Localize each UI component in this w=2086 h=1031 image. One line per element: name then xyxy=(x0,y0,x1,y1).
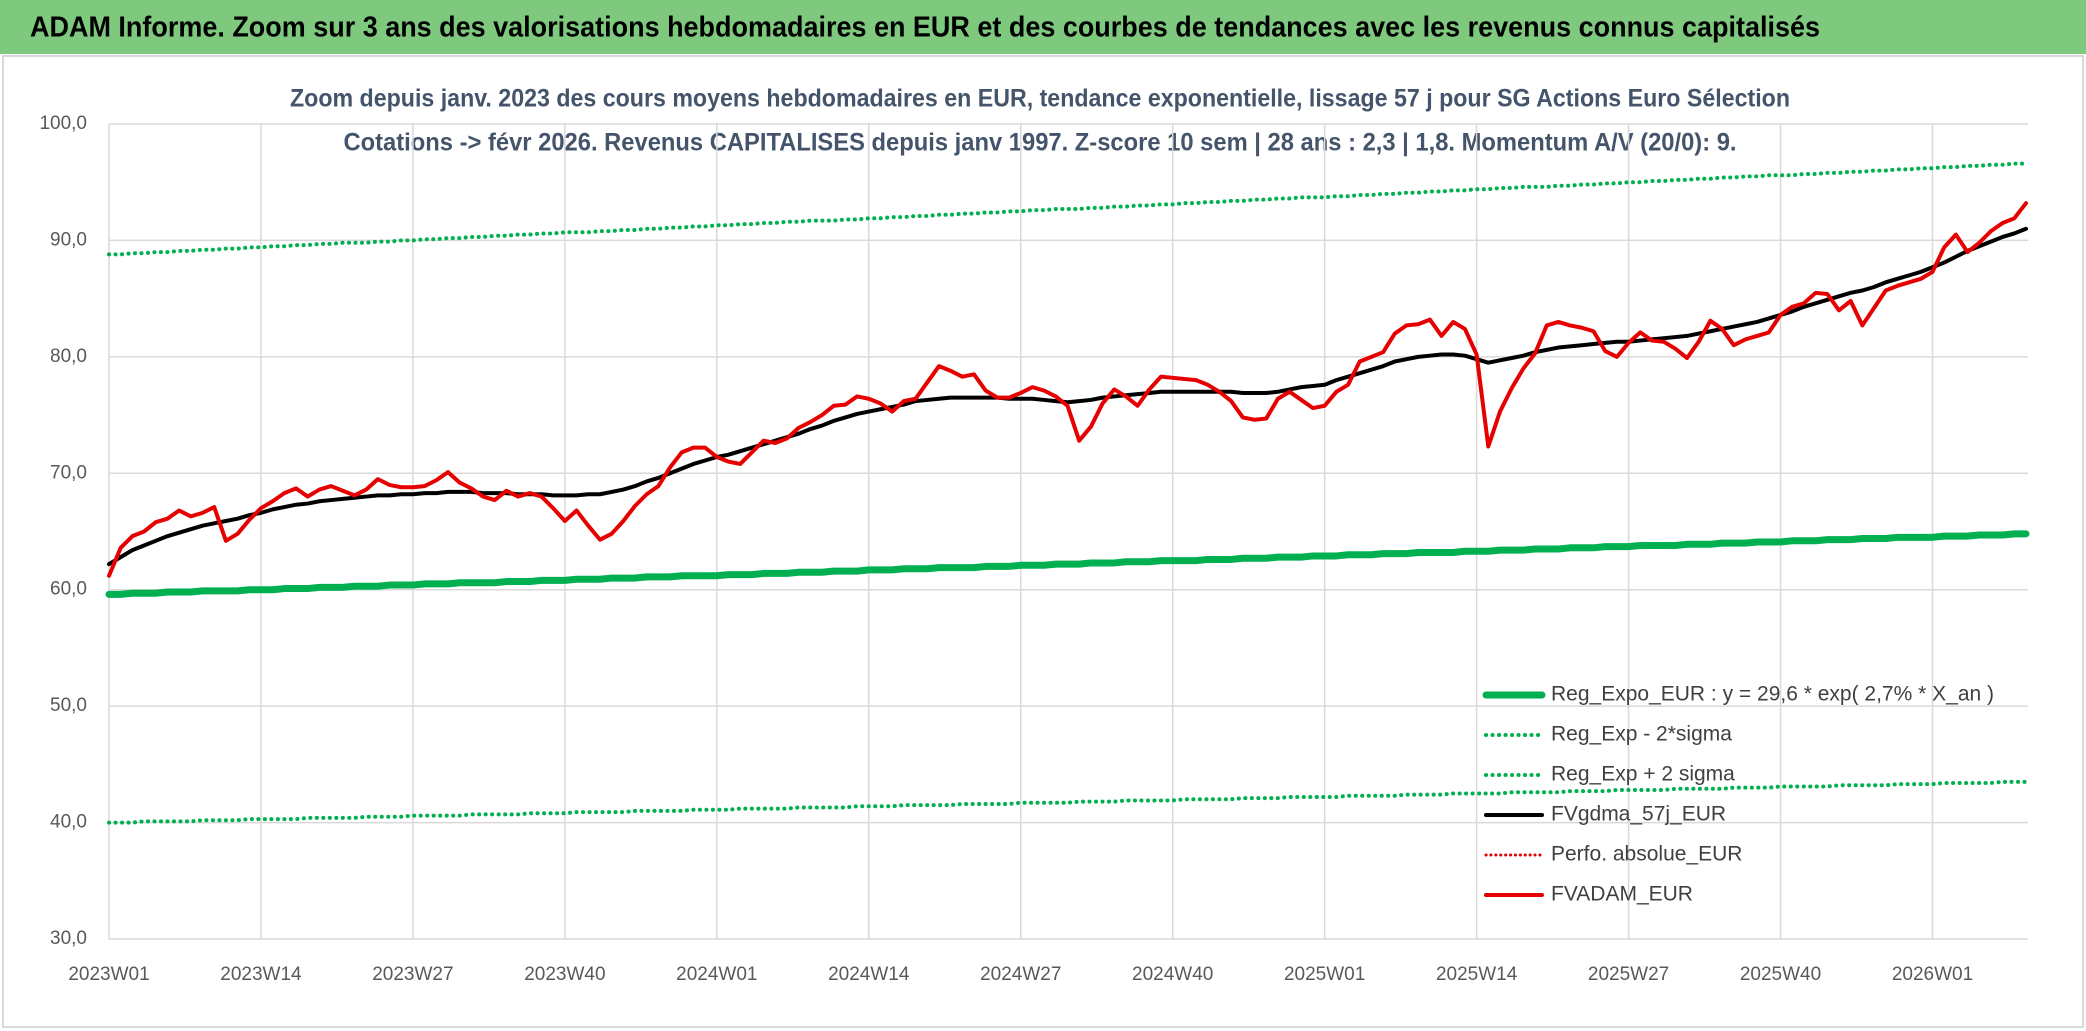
x-tick-label: 2026W01 xyxy=(1892,964,1973,985)
legend-label: Perfo. absolue_EUR xyxy=(1551,843,1742,866)
grid: 30,0 40,0 50,0 60,0 70,0 80,0 90,0 100,0 2023W01… xyxy=(39,113,2028,985)
plot-lines xyxy=(105,161,2030,825)
y-tick-label: 90,0 xyxy=(50,229,87,250)
x-tick-label: 2024W14 xyxy=(828,964,910,985)
series-line xyxy=(107,779,2028,825)
x-tick-label: 2023W27 xyxy=(372,964,453,985)
series-line xyxy=(105,530,2030,598)
series-line xyxy=(107,201,2028,578)
y-tick-label: 30,0 xyxy=(50,928,87,949)
legend-label: Reg_Exp + 2 sigma xyxy=(1551,763,1735,786)
legend-label: FVADAM_EUR xyxy=(1551,883,1693,906)
y-tick-label: 50,0 xyxy=(50,695,87,716)
legend-label: Reg_Exp - 2*sigma xyxy=(1551,723,1732,746)
y-tick-label: 60,0 xyxy=(50,579,87,600)
chart-title: ADAM Informe. Zoom sur 3 ans des valoris… xyxy=(30,12,1820,44)
x-tick-label: 2025W14 xyxy=(1436,964,1518,985)
y-tick-label: 70,0 xyxy=(50,462,87,483)
series-line xyxy=(107,161,2028,257)
header-bar xyxy=(0,0,2086,54)
x-tick-label: 2025W40 xyxy=(1740,964,1821,985)
x-tick-label: 2025W27 xyxy=(1588,964,1669,985)
legend: Reg_Expo_EUR : y = 29,6 * exp( 2,7% * X_… xyxy=(1482,683,1994,906)
x-tick-label: 2024W01 xyxy=(676,964,757,985)
x-tick-label: 2024W40 xyxy=(1132,964,1213,985)
x-tick-label: 2024W27 xyxy=(980,964,1061,985)
y-tick-label: 100,0 xyxy=(39,113,87,134)
y-tick-label: 40,0 xyxy=(50,812,87,833)
series-line xyxy=(107,226,2028,567)
x-tick-label: 2025W01 xyxy=(1284,964,1365,985)
x-tick-label: 2023W40 xyxy=(524,964,605,985)
chart-subtitle: Cotations -> févr 2026. Revenus CAPITALI… xyxy=(344,129,1737,157)
legend-label: FVgdma_57j_EUR xyxy=(1551,803,1726,826)
chart-subtitle: Zoom depuis janv. 2023 des cours moyens … xyxy=(290,85,1790,113)
x-tick-label: 2023W01 xyxy=(68,964,149,985)
y-tick-label: 80,0 xyxy=(50,346,87,367)
x-tick-label: 2023W14 xyxy=(220,964,302,985)
legend-label: Reg_Expo_EUR : y = 29,6 * exp( 2,7% * X_… xyxy=(1551,683,1994,706)
